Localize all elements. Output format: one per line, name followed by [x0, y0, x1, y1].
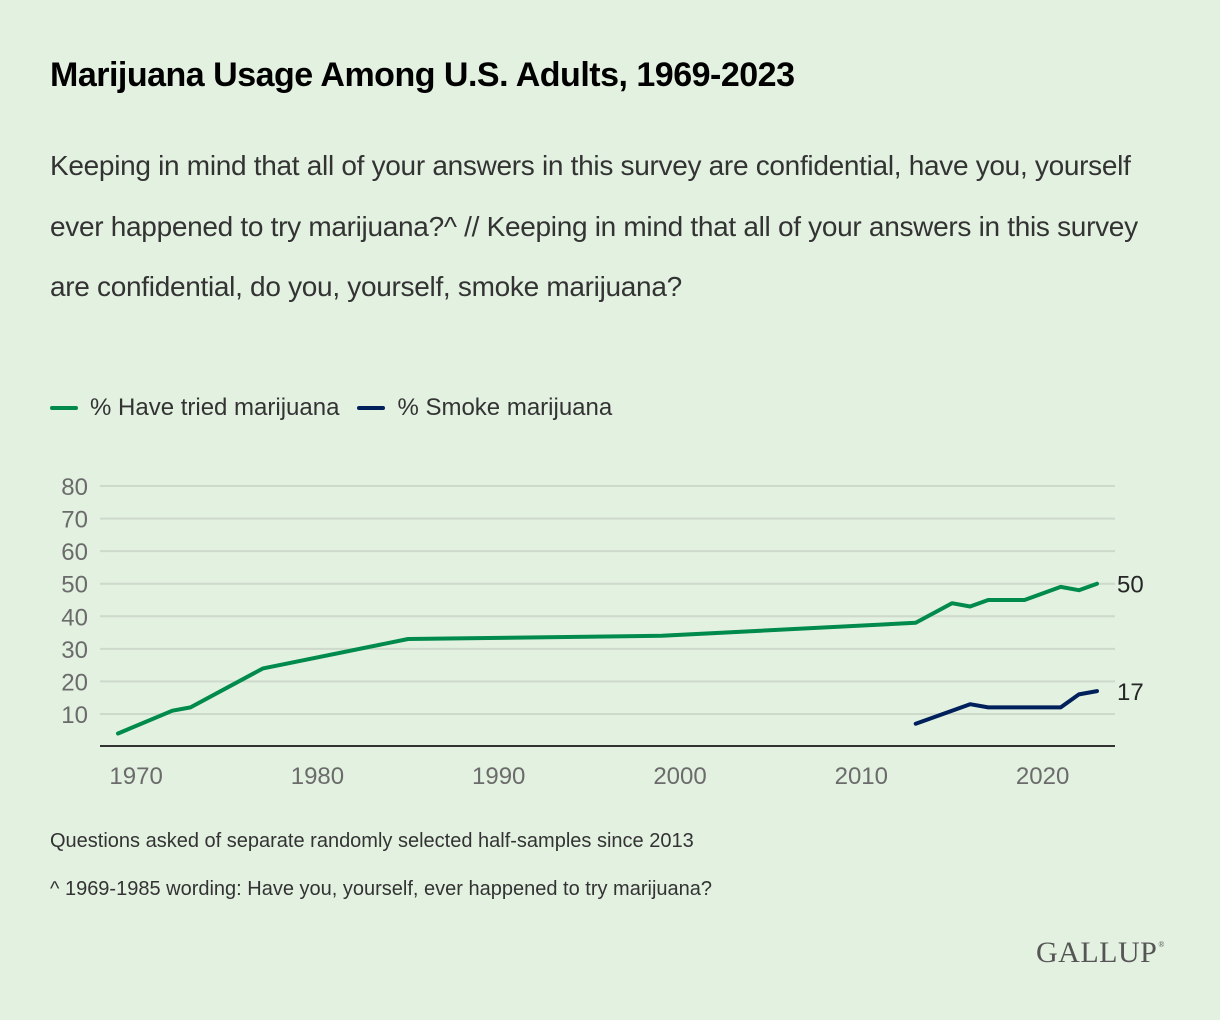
end-label-smoke: 17 — [1117, 679, 1144, 706]
legend-item-tried: % Have tried marijuana — [50, 394, 339, 422]
legend-label-smoke: % Smoke marijuana — [397, 394, 613, 421]
y-tick-label: 20 — [61, 669, 88, 696]
series-line-smoke — [913, 689, 1099, 726]
x-tick-label: 2010 — [835, 763, 888, 790]
end-label-tried: 50 — [1117, 572, 1144, 599]
y-tick-label: 30 — [61, 637, 88, 664]
x-tick-label: 1980 — [291, 763, 344, 790]
y-tick-label: 50 — [61, 572, 88, 599]
x-tick-label: 1990 — [472, 763, 525, 790]
legend-item-smoke: % Smoke marijuana — [357, 394, 612, 422]
x-tick-label: 2000 — [653, 763, 706, 790]
legend-swatch-tried — [50, 406, 78, 410]
legend-label-tried: % Have tried marijuana — [90, 394, 340, 421]
x-tick-label: 1970 — [109, 763, 162, 790]
y-tick-label: 80 — [61, 474, 88, 501]
y-axis-ticks: 10 20 30 40 50 60 70 80 — [61, 474, 88, 729]
gallup-logo: GALLUP® — [1036, 936, 1165, 970]
y-tick-label: 40 — [61, 604, 88, 631]
x-tick-label: 2020 — [1016, 763, 1069, 790]
legend: % Have tried marijuana % Smoke marijuana — [50, 394, 630, 422]
footnote-wording: ^ 1969-1985 wording: Have you, yourself,… — [50, 878, 713, 900]
series-lines — [116, 581, 1099, 736]
footnote-half-samples: Questions asked of separate randomly sel… — [50, 830, 694, 852]
y-tick-label: 10 — [61, 702, 88, 729]
y-tick-label: 70 — [61, 507, 88, 534]
y-tick-label: 60 — [61, 539, 88, 566]
logo-text: GALLUP — [1036, 936, 1158, 969]
x-axis-ticks: 1970 1980 1990 2000 2010 2020 — [109, 763, 1069, 790]
end-labels: 50 17 — [1117, 572, 1144, 706]
gridlines — [100, 485, 1115, 715]
series-line-tried — [116, 581, 1099, 736]
chart-subtitle: Keeping in mind that all of your answers… — [50, 150, 1138, 302]
chart-title: Marijuana Usage Among U.S. Adults, 1969-… — [50, 56, 795, 94]
registered-mark: ® — [1158, 940, 1165, 949]
legend-swatch-smoke — [357, 406, 386, 410]
